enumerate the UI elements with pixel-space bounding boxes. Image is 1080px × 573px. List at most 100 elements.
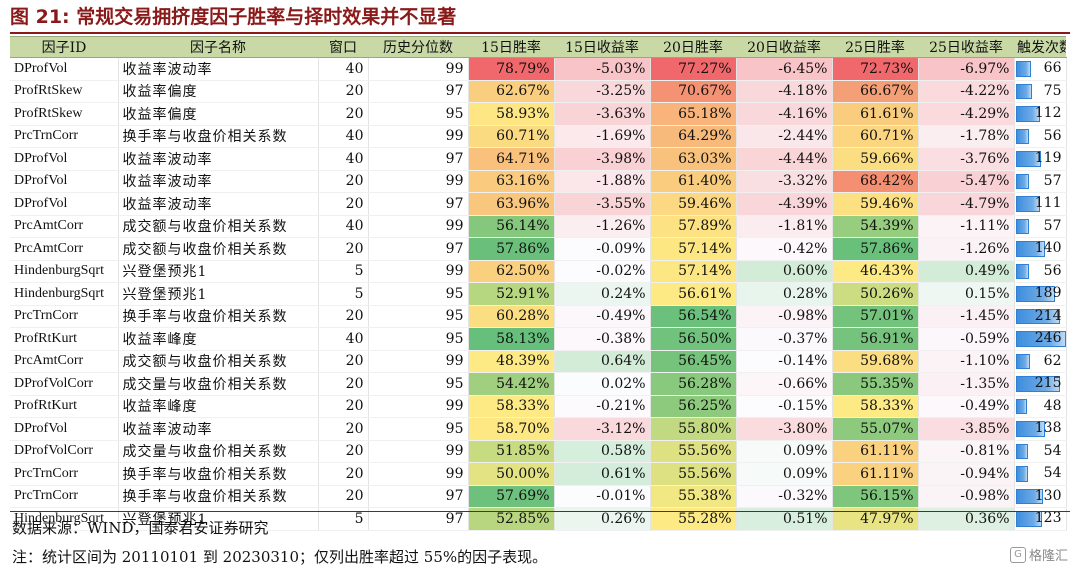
factor-name-cell: 换手率与收盘价相关系数	[118, 125, 319, 148]
table-row: PrcTrnCorr 换手率与收盘价相关系数 20 95 60.28% -0.49% 56.…	[10, 305, 1067, 328]
win20-cell: 56.45%	[650, 350, 737, 373]
ret25-cell: -1.45%	[918, 305, 1015, 328]
window-cell: 20	[318, 372, 369, 396]
ret25-cell: -5.47%	[918, 170, 1015, 193]
ret25-cell: -0.59%	[918, 327, 1015, 351]
trigger-count-cell: 215	[1014, 372, 1067, 396]
table-row: PrcTrnCorr 换手率与收盘价相关系数 40 99 60.71% -1.69% 64.…	[10, 125, 1067, 148]
win25-cell: 72.73%	[832, 57, 919, 81]
ret20-cell: -0.98%	[736, 305, 833, 328]
trigger-count-cell: 56	[1014, 260, 1067, 283]
ret15-cell: -3.25%	[554, 80, 651, 103]
table-row: PrcTrnCorr 换手率与收盘价相关系数 20 99 50.00% 0.61% 55.5…	[10, 462, 1067, 486]
window-cell: 40	[318, 327, 369, 351]
window-cell: 20	[318, 350, 369, 373]
trigger-count-value: 56	[1043, 127, 1062, 144]
title-rule	[10, 32, 1070, 34]
trigger-count-cell: 48	[1014, 395, 1067, 418]
ret20-cell: 0.09%	[736, 462, 833, 486]
factor-name-cell: 收益率峰度	[118, 395, 319, 418]
header-ret15[interactable]: 15日收益率	[554, 36, 650, 58]
source-note: 数据来源：WIND，国泰君安证券研究	[12, 519, 269, 537]
header-ret20[interactable]: 20日收益率	[736, 36, 832, 58]
table-row: DProfVol 收益率波动率 20 95 58.70% -3.12% 55.80% -3.8…	[10, 417, 1067, 441]
win25-cell: 61.11%	[832, 440, 919, 463]
trigger-count-value: 57	[1043, 172, 1062, 189]
ret15-cell: -3.12%	[554, 417, 651, 441]
footer-rule	[10, 511, 1070, 512]
ret20-cell: -0.66%	[736, 372, 833, 396]
factor-id-cell: ProfRtSkew	[10, 80, 119, 103]
win15-cell: 57.86%	[468, 237, 555, 261]
header-win20[interactable]: 20日胜率	[650, 36, 736, 58]
header-window[interactable]: 窗口	[318, 36, 368, 58]
trigger-count-cell: 130	[1014, 485, 1067, 508]
trigger-count-cell: 119	[1014, 147, 1067, 171]
factor-name-cell: 兴登堡预兆1	[118, 282, 319, 306]
trigger-count-bar	[1015, 421, 1045, 437]
win20-cell: 55.28%	[650, 507, 737, 531]
header-trigger-count[interactable]: 触发次数	[1014, 36, 1066, 58]
ret25-cell: 0.36%	[918, 507, 1015, 531]
percentile-cell: 97	[368, 237, 469, 261]
header-win15[interactable]: 15日胜率	[468, 36, 554, 58]
ret20-cell: -4.16%	[736, 102, 833, 126]
win20-cell: 57.89%	[650, 215, 737, 238]
header-ret25[interactable]: 25日收益率	[918, 36, 1014, 58]
trigger-count-value: 112	[1034, 105, 1062, 121]
trigger-count-bar	[1015, 61, 1031, 77]
ret15-cell: -1.88%	[554, 170, 651, 193]
factor-id-cell: HindenburgSqrt	[10, 282, 119, 306]
header-factor-id[interactable]: 因子ID	[10, 36, 118, 58]
trigger-count-value: 246	[1034, 330, 1062, 346]
trigger-count-value: 54	[1043, 465, 1062, 481]
trigger-count-cell: 189	[1014, 282, 1067, 306]
percentile-cell: 97	[368, 80, 469, 103]
percentile-cell: 95	[368, 417, 469, 441]
header-factor-name[interactable]: 因子名称	[118, 36, 318, 58]
win20-cell: 65.18%	[650, 102, 737, 126]
ret15-cell: 0.64%	[554, 350, 651, 373]
table-row: ProfRtKurt 收益率峰度 20 99 58.33% -0.21% 56.25% -0.…	[10, 395, 1067, 418]
ret15-cell: 0.24%	[554, 282, 651, 306]
window-cell: 5	[318, 260, 369, 283]
factor-name-cell: 换手率与收盘价相关系数	[118, 485, 319, 508]
factor-id-cell: DProfVol	[10, 192, 119, 216]
win15-cell: 57.69%	[468, 485, 555, 508]
trigger-count-value: 75	[1043, 82, 1062, 99]
trigger-count-bar	[1015, 83, 1033, 99]
win20-cell: 59.46%	[650, 192, 737, 216]
window-cell: 20	[318, 305, 369, 328]
percentile-cell: 97	[368, 192, 469, 216]
percentile-cell: 95	[368, 372, 469, 396]
win15-cell: 63.16%	[468, 170, 555, 193]
trigger-count-bar	[1015, 263, 1029, 279]
header-win25[interactable]: 25日胜率	[832, 36, 918, 58]
trigger-count-value: 54	[1043, 442, 1062, 459]
trigger-count-cell: 214	[1014, 305, 1067, 328]
window-cell: 40	[318, 147, 369, 171]
ret20-cell: -0.15%	[736, 395, 833, 418]
table-row: DProfVolCorr 成交量与收盘价相关系数 20 95 54.42% 0.02% 56…	[10, 372, 1067, 396]
win15-cell: 62.67%	[468, 80, 555, 103]
win15-cell: 58.70%	[468, 417, 555, 441]
trigger-count-bar	[1015, 173, 1029, 189]
ret20-cell: -4.18%	[736, 80, 833, 103]
factor-name-cell: 成交额与收盘价相关系数	[118, 215, 319, 238]
percentile-cell: 95	[368, 282, 469, 306]
factor-id-cell: PrcAmtCorr	[10, 215, 119, 238]
header-percentile[interactable]: 历史分位数	[368, 36, 468, 58]
factor-name-cell: 成交额与收盘价相关系数	[118, 237, 319, 261]
trigger-count-cell: 62	[1014, 350, 1067, 373]
trigger-count-cell: 123	[1014, 507, 1067, 531]
trigger-count-value: 215	[1034, 375, 1062, 391]
trigger-count-value: 66	[1043, 60, 1062, 76]
ret20-cell: 0.60%	[736, 260, 833, 283]
win25-cell: 54.39%	[832, 215, 919, 238]
percentile-cell: 97	[368, 507, 469, 531]
win25-cell: 59.66%	[832, 147, 919, 171]
ret25-cell: -6.97%	[918, 57, 1015, 81]
percentile-cell: 99	[368, 57, 469, 81]
ret15-cell: -3.55%	[554, 192, 651, 216]
ret15-cell: -3.63%	[554, 102, 651, 126]
